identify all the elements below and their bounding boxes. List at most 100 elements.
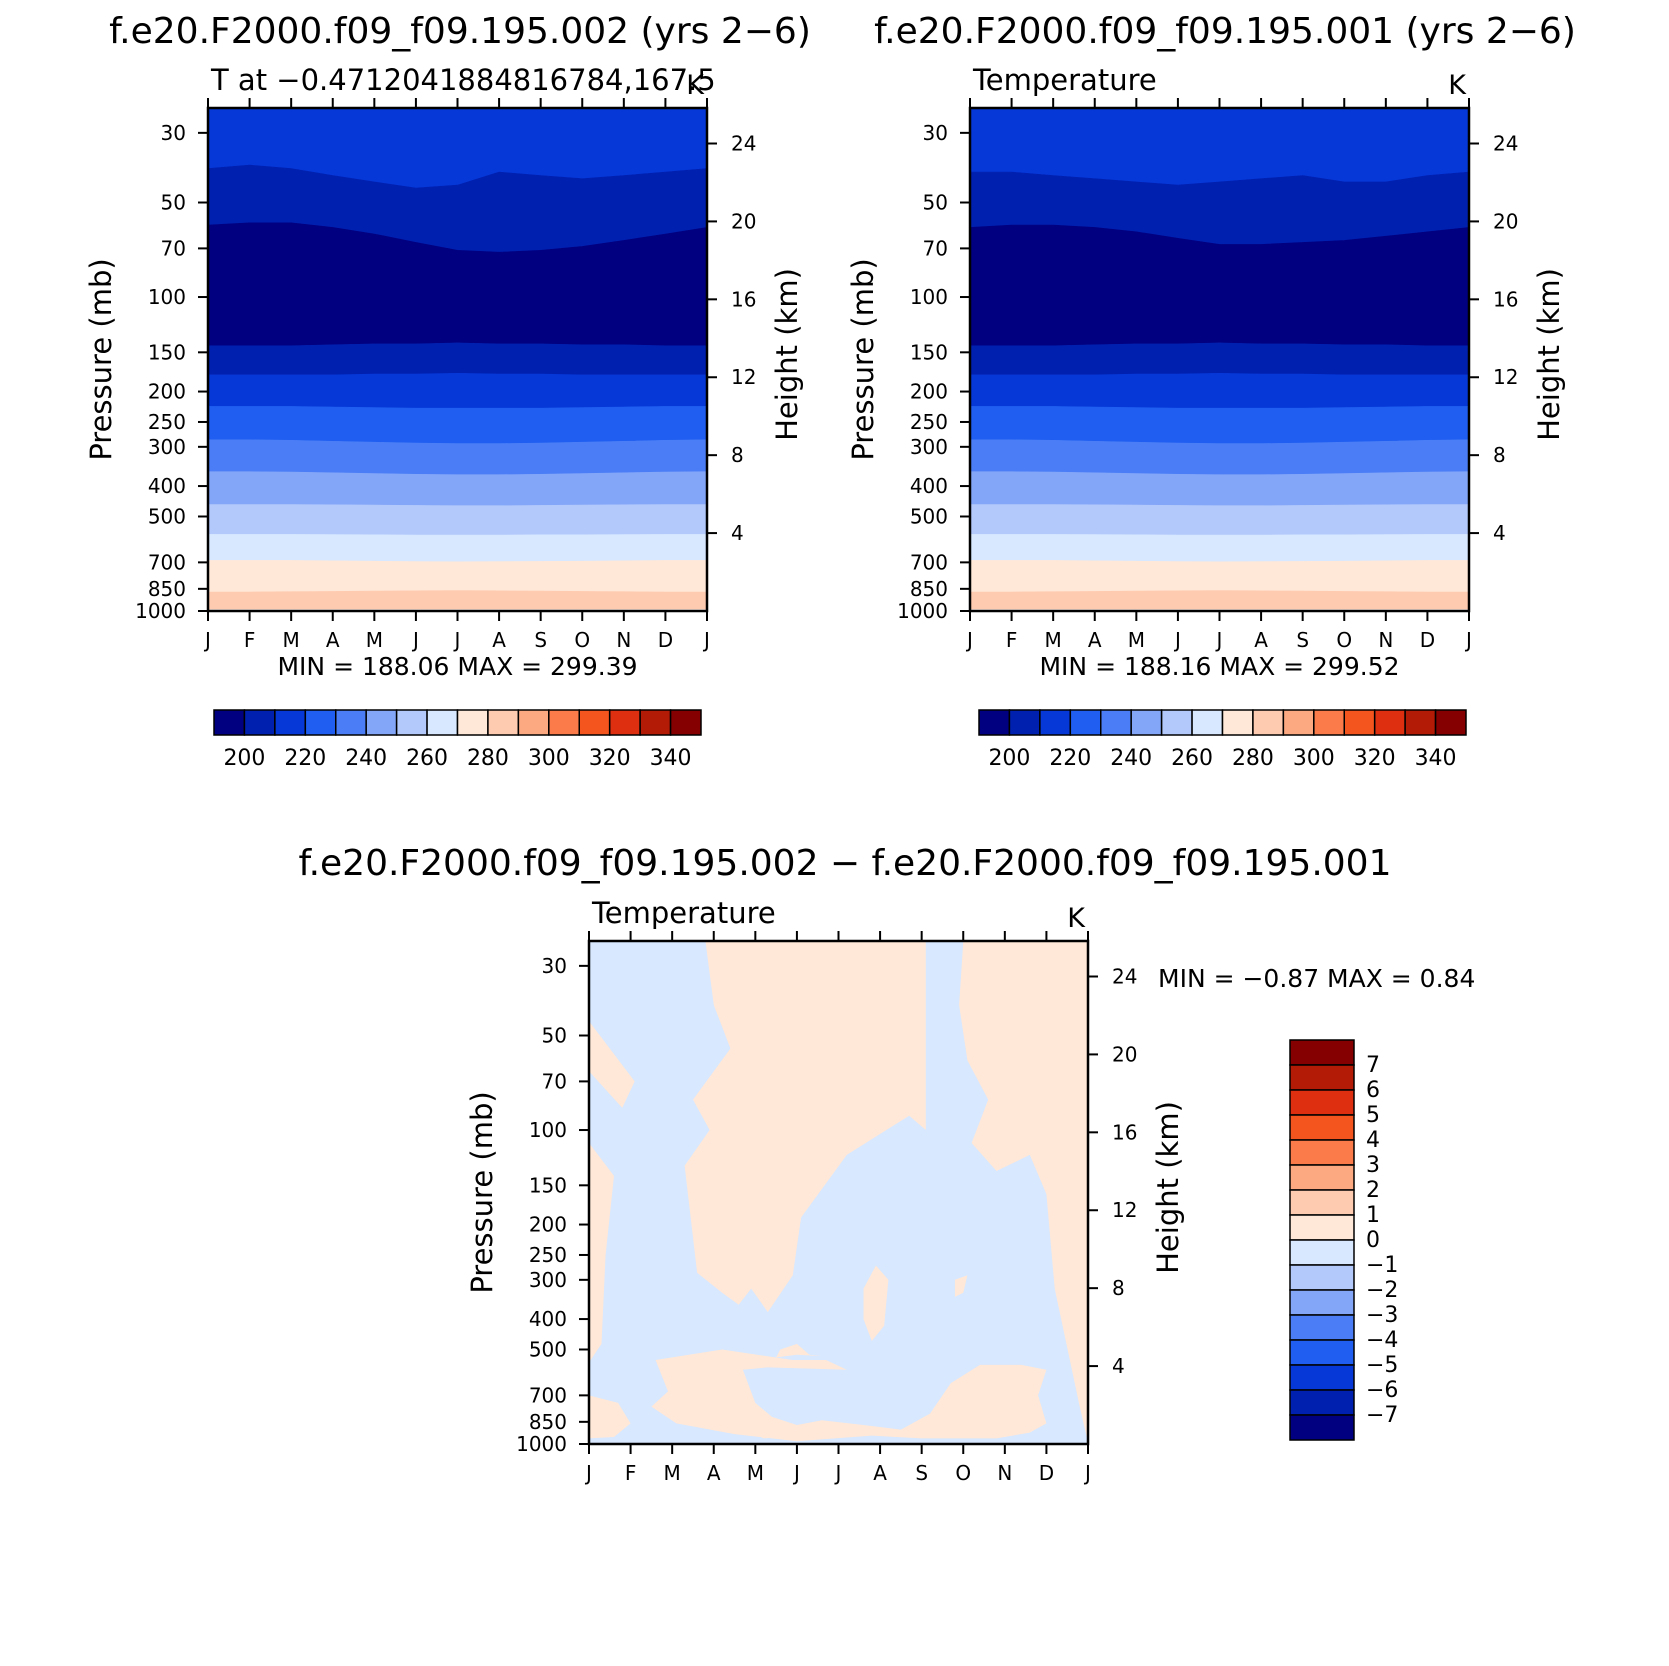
y-tick-label: 200 [910,380,948,404]
colorbar-swatch [548,709,580,736]
y-tick-label: 1000 [516,1432,567,1456]
colorbar-label: 300 [528,746,570,771]
x-tick-label: A [707,1461,721,1485]
region-positive-0 [684,941,926,1313]
y-tick-label: 30 [923,121,948,145]
x-tick-label: A [1088,628,1102,652]
x-tick-label: J [1083,1461,1091,1485]
x-tick-label: J [702,628,710,652]
colorbar-label: 340 [1415,746,1457,771]
y2-tick-label: 8 [731,443,744,467]
colorbar-swatch [1289,1214,1355,1241]
band-210-220-lower [208,372,707,409]
x-tick-label: S [534,628,547,652]
region-positive-3 [589,1021,635,1108]
x-tick-label: A [1254,628,1268,652]
colorbar-swatch [335,709,367,736]
x-tick-label: M [1045,628,1062,652]
y-axis-label: Pressure (mb) [846,258,880,460]
colorbar-label: 340 [650,746,692,771]
x-tick-label: N [1378,628,1393,652]
colorbar-right: 200 220 240 260 280 300 320 340 [978,709,1467,771]
colorbar-swatch [1282,709,1315,736]
panel-title-left: f.e20.F2000.f09_f09.195.002 (yrs 2−6) [109,11,811,52]
colorbar-label: 320 [1354,746,1396,771]
y-tick-label: 250 [529,1243,567,1267]
x-tick-label: J [965,628,973,652]
colorbar-swatch [395,709,428,736]
colorbar-label: 240 [345,746,387,771]
x-tick-label: J [203,628,211,652]
x-tick-label: O [574,628,590,652]
y2-tick-label: 4 [1112,1354,1125,1378]
band-270-280 [970,560,1469,593]
colorbar-label: 220 [1049,746,1091,771]
band-200-210-lower [208,342,707,376]
y-tick-label: 50 [161,191,186,215]
x-tick-label: A [492,628,506,652]
colorbar-label: 200 [223,746,265,771]
colorbar-swatch [1289,1364,1355,1391]
band-210-220-lower [970,372,1469,409]
colorbar-label: −3 [1366,1303,1398,1328]
band-240-250 [208,471,707,506]
x-tick-label: J [1173,628,1181,652]
x-tick-label: M [664,1461,681,1485]
colorbar-swatch [1130,709,1163,736]
y2-tick-label: 4 [1493,521,1506,545]
y-tick-label: 850 [529,1410,567,1434]
subtitle-left: Temperature [972,63,1157,97]
region-positive-11 [755,1434,789,1439]
x-tick-label: M [283,628,300,652]
colorbar-swatch [1008,709,1041,736]
x-tick-label: F [1006,628,1018,652]
contour-area [589,941,1088,1444]
y2-tick-label: 20 [1493,209,1518,233]
colorbar-label: −4 [1366,1328,1398,1353]
x-tick-label: D [1039,1461,1054,1485]
x-tick-label: S [1296,628,1309,652]
colorbar-swatch [608,709,641,736]
colorbar-label: 320 [589,746,631,771]
colorbar-label: 7 [1366,1053,1380,1078]
y-tick-label: 400 [148,474,186,498]
colorbar-swatch [1289,1414,1355,1441]
contour-area [970,108,1469,611]
colorbar-swatch [639,709,672,736]
y-tick-label: 150 [148,340,186,364]
region-positive-6 [589,1395,631,1439]
colorbar-swatch [1289,1114,1355,1141]
band-220-230 [970,406,1469,444]
colorbar-label: −5 [1366,1353,1398,1378]
region-positive-2 [921,941,1088,1022]
colorbar-label: 2 [1366,1178,1380,1203]
colorbar-label: 4 [1366,1128,1380,1153]
subtitle-left: Temperature [591,896,776,930]
subtitle-right: K [1067,903,1086,934]
y2-tick-label: 20 [731,209,756,233]
band-270-280 [208,560,707,593]
panel-difference: J F M A M J J A S O N D J305070100150200250300400500… [465,896,1475,1485]
subtitle-right: K [1448,70,1467,101]
y2-tick-label: 24 [1112,964,1137,988]
colorbar-swatch [274,709,307,736]
y-tick-label: 30 [542,954,567,978]
band-210-220 [970,108,1469,186]
y-tick-label: 500 [529,1337,567,1361]
x-tick-label: O [1336,628,1352,652]
colorbar-label: 260 [406,746,448,771]
y-tick-label: 400 [910,474,948,498]
region-positive-1 [921,941,1088,1443]
region-positive-10 [821,1427,847,1432]
x-tick-label: J [1464,628,1472,652]
y-tick-label: 200 [529,1213,567,1237]
y2-tick-label: 8 [1493,443,1506,467]
colorbar-swatch [1252,709,1285,736]
band-230-240 [208,439,707,475]
y2-tick-label: 24 [731,131,756,155]
colorbar-label: 220 [284,746,326,771]
band-240-250 [970,471,1469,506]
x-tick-label: J [411,628,419,652]
x-tick-label: A [326,628,340,652]
region-positive-7 [863,1265,889,1341]
